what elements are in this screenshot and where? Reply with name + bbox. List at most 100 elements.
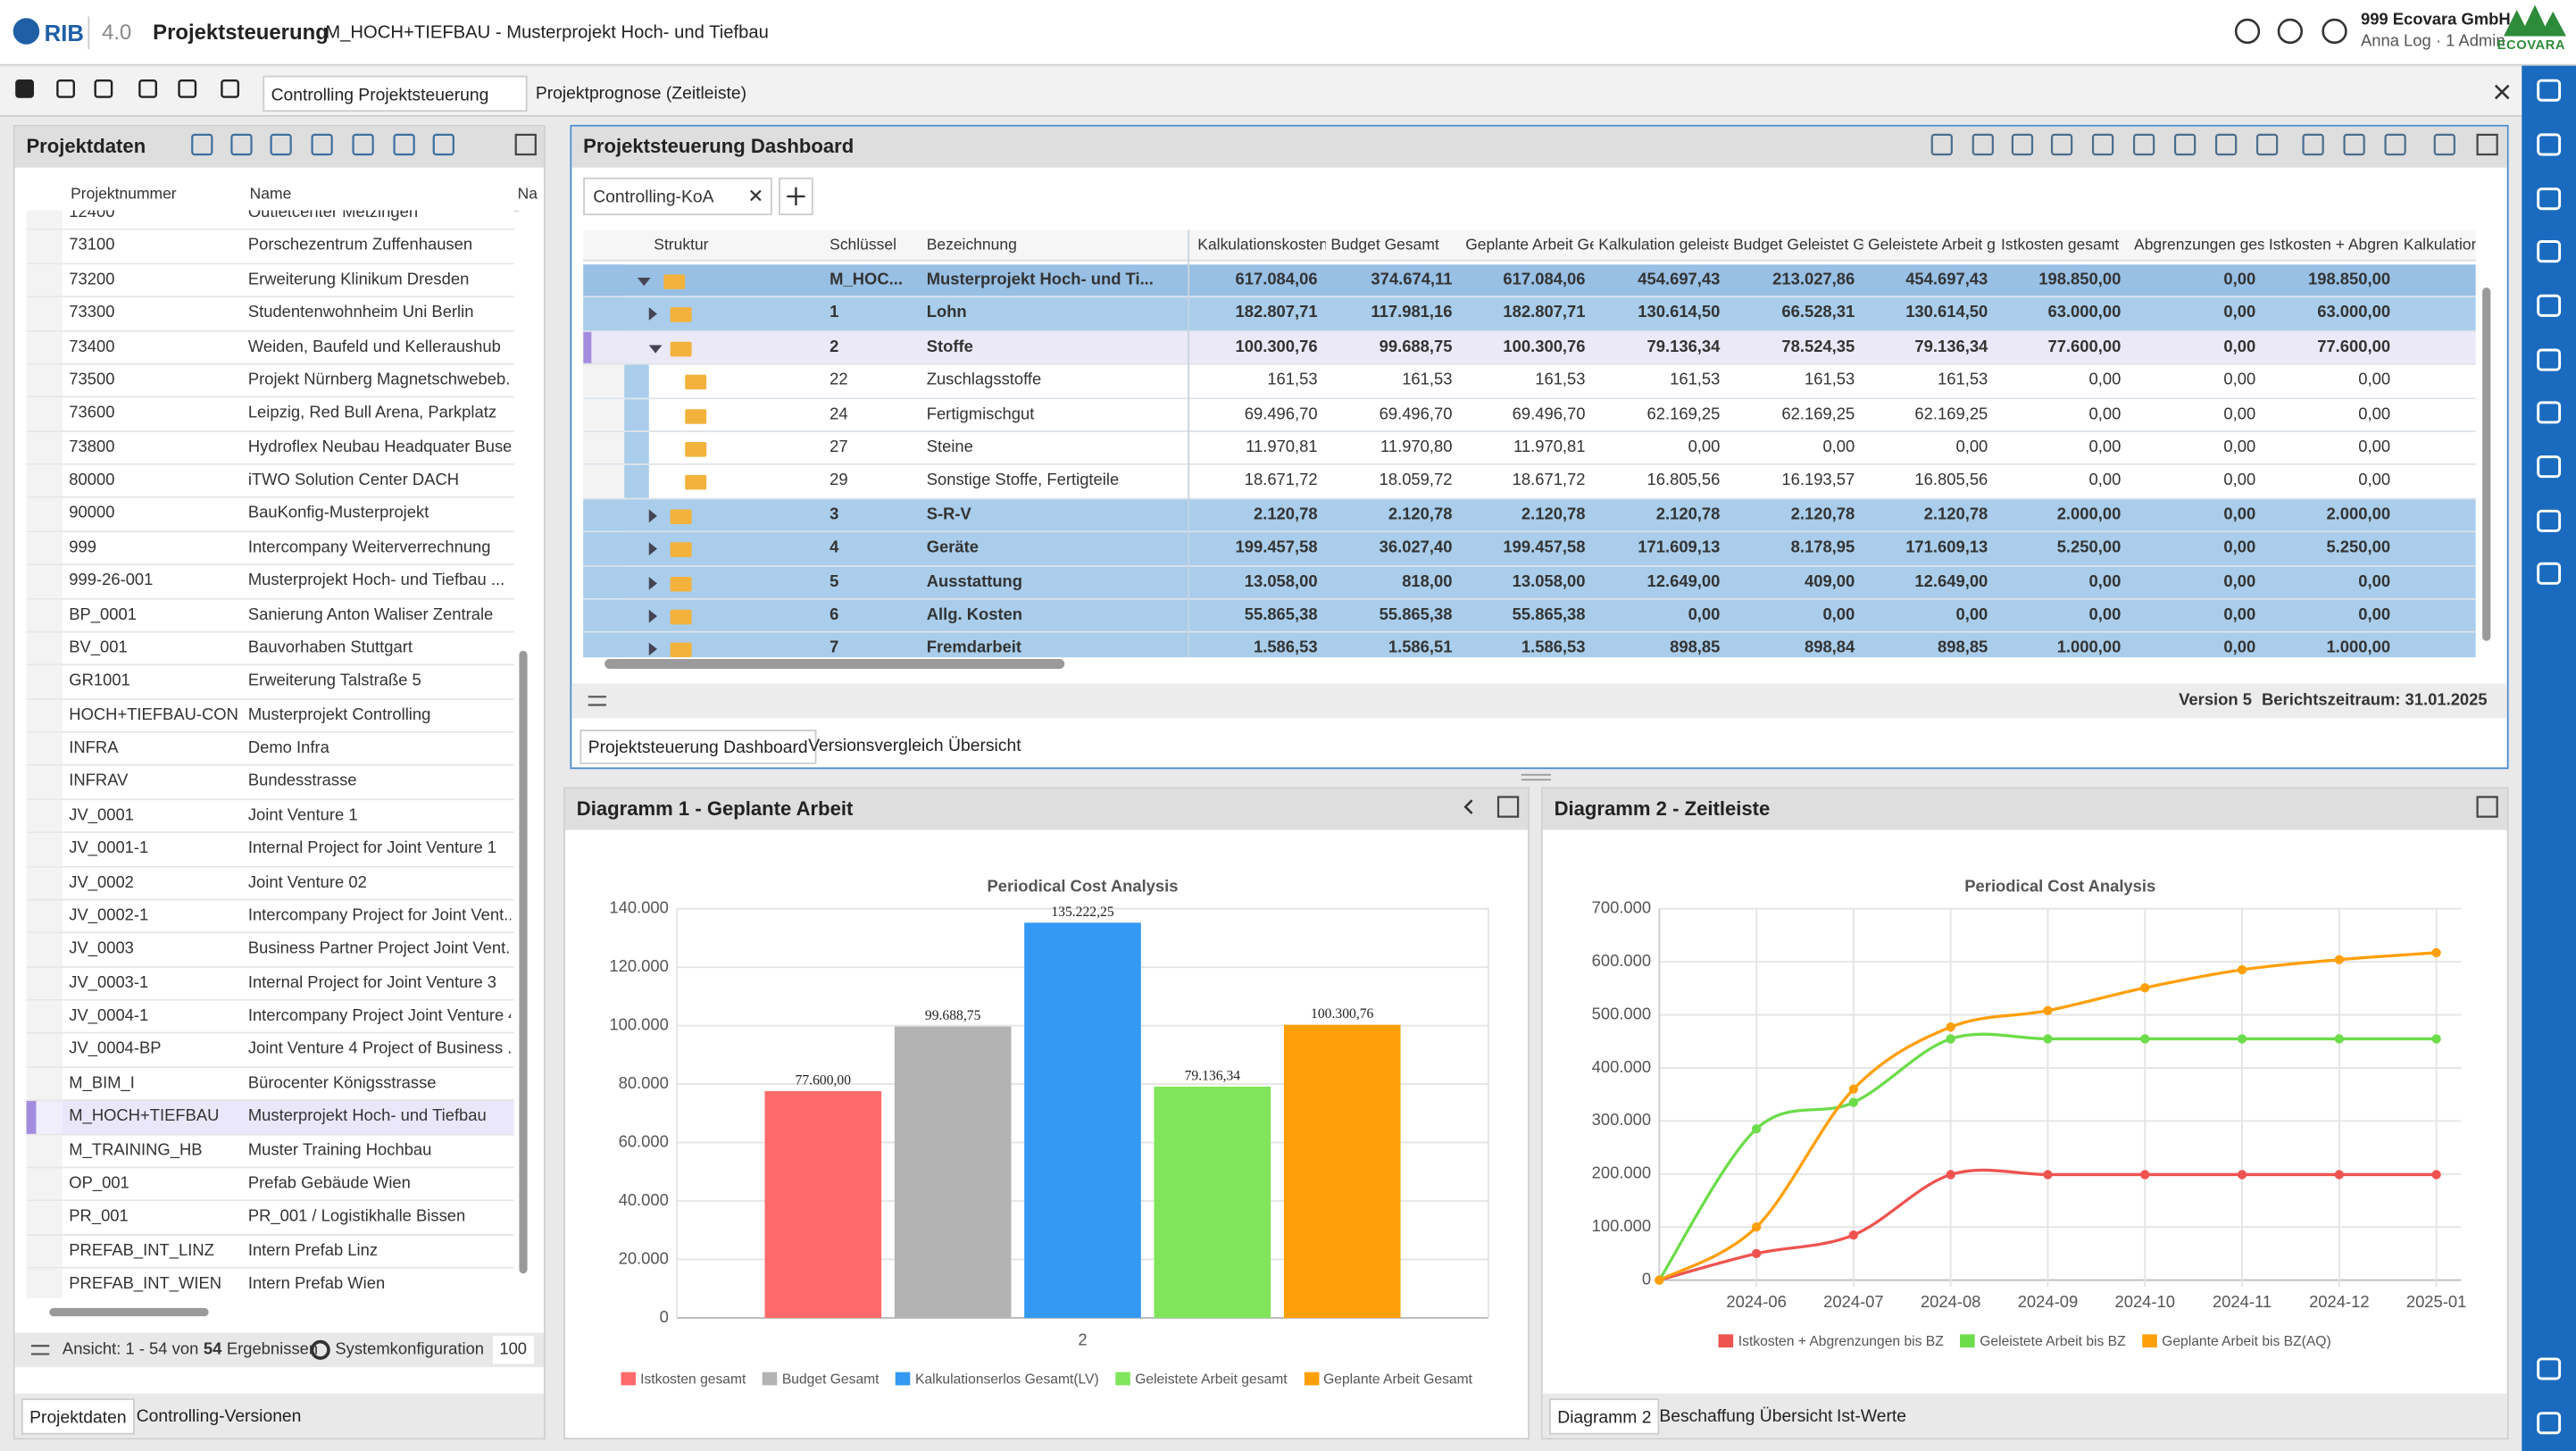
project-row[interactable]: 73800 Hydroflex Neubau Headquater Buseck	[26, 431, 514, 465]
project-row[interactable]: JV_0004-1 Intercompany Project Joint Vent…	[26, 1000, 514, 1035]
project-row[interactable]: PR_001 PR_001 / Logistikhalle Bissen	[26, 1201, 514, 1236]
tree-row[interactable]: 29 Sonstige Stoffe, Fertigteile 18.671,72 1…	[583, 465, 2476, 500]
project-row[interactable]: BP_0001 Sanierung Anton Waliser Zentrale	[26, 598, 514, 633]
column-header[interactable]: Schlüssel	[829, 237, 896, 255]
tree-row[interactable]: 3 S-R-V 2.120,78 2.120,78 2.120,78 2.120,78 2.…	[583, 499, 2476, 533]
legend-label: Geleistete Arbeit gesamt	[1135, 1370, 1288, 1388]
project-row[interactable]: 999-26-001 Musterprojekt Hoch- und Tiefba…	[26, 565, 514, 599]
project-row[interactable]: INFRAV Bundesstrasse	[26, 766, 514, 800]
cell-value: 11.970,81	[1246, 438, 1318, 457]
tree-row[interactable]: 4 Geräte 199.457,58 36.027,40 199.457,58 171.…	[583, 532, 2476, 567]
expander[interactable]	[648, 345, 663, 360]
page-size[interactable]: 100	[492, 1336, 534, 1364]
tree-row[interactable]: M_HOC... Musterprojekt Hoch- und Ti... 617…	[583, 264, 2476, 298]
project-row[interactable]: 73600 Leipzig, Red Bull Arena, Parkplatz	[26, 397, 514, 432]
cell-value: 0,00	[2088, 606, 2122, 625]
project-row[interactable]: PREFAB_INT_LINZ Intern Prefab Linz	[26, 1235, 514, 1269]
project-row[interactable]: M_TRAINING_HB Muster Training Hochbau	[26, 1134, 514, 1169]
column-header[interactable]: Abgrenzungen gesa	[2134, 237, 2264, 255]
project-row[interactable]: M_BIM_I Bürocenter Königsstrasse	[26, 1067, 514, 1102]
module-tab[interactable]: Controlling Projektsteuerung	[263, 75, 527, 113]
expander[interactable]	[648, 609, 664, 623]
project-row[interactable]: BV_001 Bauvorhaben Stuttgart	[26, 632, 514, 666]
legend-swatch	[895, 1372, 911, 1386]
column-header[interactable]: Geleistete Arbeit ge	[1867, 237, 1997, 255]
panel-tab[interactable]: Beschaffung Übersicht	[1659, 1406, 1833, 1427]
panel-tab[interactable]: Projektdaten	[21, 1398, 135, 1435]
project-row[interactable]: 90000 BauKonfig-Musterprojekt	[26, 498, 514, 532]
project-row[interactable]: JV_0002-1 Intercompany Project for Joint …	[26, 900, 514, 934]
column-header[interactable]: Kalkulationskosten	[1197, 237, 1326, 255]
row-indicator	[26, 263, 63, 296]
tree-row[interactable]: 7 Fremdarbeit 1.586,53 1.586,51 1.586,53 898,…	[583, 633, 2476, 658]
project-row[interactable]: 73300 Studentenwohnheim Uni Berlin	[26, 297, 514, 331]
legend-swatch	[621, 1372, 636, 1386]
cell-value: 409,00	[1804, 572, 1855, 591]
panel-tab[interactable]: Controlling-Versionen	[136, 1406, 302, 1427]
project-row[interactable]: JV_0003 Business Partner Project Joint Ve…	[26, 933, 514, 968]
expander[interactable]	[648, 307, 664, 321]
column-header[interactable]: Na	[517, 185, 538, 204]
expander[interactable]	[648, 576, 664, 589]
cell-value: 198.850,00	[2307, 271, 2391, 289]
column-header[interactable]: Name	[249, 185, 292, 204]
tree-row[interactable]: 24 Fertigmischgut 69.496,70 69.496,70 69.496…	[583, 398, 2476, 432]
panel-tab[interactable]: Diagramm 2	[1549, 1398, 1660, 1435]
project-row[interactable]: PREFAB_INT_WIEN Intern Prefab Wien	[26, 1268, 514, 1298]
project-row[interactable]: JV_0001 Joint Venture 1	[26, 799, 514, 834]
panel-tab[interactable]: Ist-Werte	[1837, 1406, 1907, 1427]
tree-row[interactable]: 6 Allg. Kosten 55.865,38 55.865,38 55.865,38…	[583, 599, 2476, 634]
project-row[interactable]: HOCH+TIEFBAU-CON Musterprojekt Controllin…	[26, 699, 514, 733]
project-row[interactable]: 80000 iTWO Solution Center DACH	[26, 464, 514, 499]
project-row[interactable]: M_HOCH+TIEFBAU Musterprojekt Hoch- und Ti…	[26, 1101, 514, 1135]
project-number: PR_001	[69, 1208, 129, 1227]
grid-header: Struktur Schlüssel Bezeichnung Kalkulations…	[583, 229, 2476, 262]
tree-row[interactable]: 1 Lohn 182.807,71 117.981,16 182.807,71 130.6…	[583, 297, 2476, 332]
project-row[interactable]: JV_0002 Joint Venture 02	[26, 866, 514, 901]
config-button[interactable]: Systemkonfiguration	[335, 1340, 485, 1359]
tree-row[interactable]: 22 Zuschlagsstoffe 161,53 161,53 161,53 161,5…	[583, 364, 2476, 399]
column-header[interactable]: Struktur	[654, 237, 709, 255]
project-row[interactable]: GR1001 Erweiterung Talstraße 5	[26, 665, 514, 700]
project-row[interactable]: JV_0003-1 Internal Project for Joint Vent…	[26, 967, 514, 1001]
tree-row[interactable]: 2 Stoffe 100.300,76 99.688,75 100.300,76 79.1…	[583, 331, 2476, 365]
scroll-thumb	[604, 658, 1065, 670]
tree-row[interactable]: 5 Ausstattung 13.058,00 818,00 13.058,00 12.6…	[583, 566, 2476, 600]
view-tab[interactable]: Controlling-KoA	[583, 177, 772, 216]
expander[interactable]	[637, 278, 651, 293]
project-row[interactable]: 999 Intercompany Weiterverrechnung	[26, 531, 514, 566]
expander[interactable]	[648, 643, 664, 657]
expander[interactable]	[648, 509, 664, 522]
folder-icon	[670, 542, 692, 558]
project-row[interactable]: JV_0001-1 Internal Project for Joint Vent…	[26, 833, 514, 867]
column-header[interactable]: Budget Gesamt	[1330, 237, 1439, 255]
row-indicator	[26, 210, 63, 229]
tree-row[interactable]: 27 Steine 11.970,81 11.970,80 11.970,81 0,00 0…	[583, 432, 2476, 466]
panel-tab[interactable]: Projektsteuerung Dashboard	[579, 730, 816, 764]
project-row[interactable]: JV_0004-BP Joint Venture 4 Project of Bus…	[26, 1034, 514, 1068]
project-row[interactable]: OP_001 Prefab Gebäude Wien	[26, 1168, 514, 1202]
module-tab[interactable]: Projektprognose (Zeitleiste)	[535, 83, 747, 104]
project-row[interactable]: INFRA Demo Infra	[26, 732, 514, 767]
panel-tab[interactable]: Versionsvergleich Übersicht	[808, 736, 1021, 756]
column-header[interactable]: Bezeichnung	[926, 237, 1017, 255]
expander[interactable]	[648, 542, 664, 556]
column-header[interactable]: Kalkulation geleiste	[1598, 237, 1729, 255]
project-row[interactable]: 73200 Erweiterung Klinikum Dresden	[26, 263, 514, 298]
column-header[interactable]: Istkosten + Abgrenz	[2268, 237, 2399, 255]
column-header[interactable]: Projektnummer	[71, 185, 177, 204]
project-row[interactable]: 73100 Porschezentrum Zuffenhausen	[26, 230, 514, 264]
cell-value: 0,00	[2223, 471, 2256, 491]
column-header[interactable]: Kalkulationser	[2403, 237, 2476, 255]
project-row[interactable]: 12400 Outletcenter Metzingen	[26, 210, 514, 231]
column-header[interactable]: Geplante Arbeit Ge	[1465, 237, 1594, 255]
splitter-handle[interactable]	[1521, 773, 1551, 781]
column-header[interactable]: Budget Geleistet Ge	[1733, 237, 1863, 255]
add-tab[interactable]	[779, 177, 813, 216]
project-row[interactable]: 73400 Weiden, Baufeld und Kelleraushub	[26, 330, 514, 365]
project-name: iTWO Solution Center DACH	[247, 471, 460, 490]
project-row[interactable]: 73500 Projekt Nürnberg Magnetschwebeb...	[26, 364, 514, 398]
column-header[interactable]: Istkosten gesamt	[2001, 237, 2120, 255]
cell-value: 78.524,35	[1781, 338, 1855, 356]
project-number: BP_0001	[69, 605, 138, 624]
